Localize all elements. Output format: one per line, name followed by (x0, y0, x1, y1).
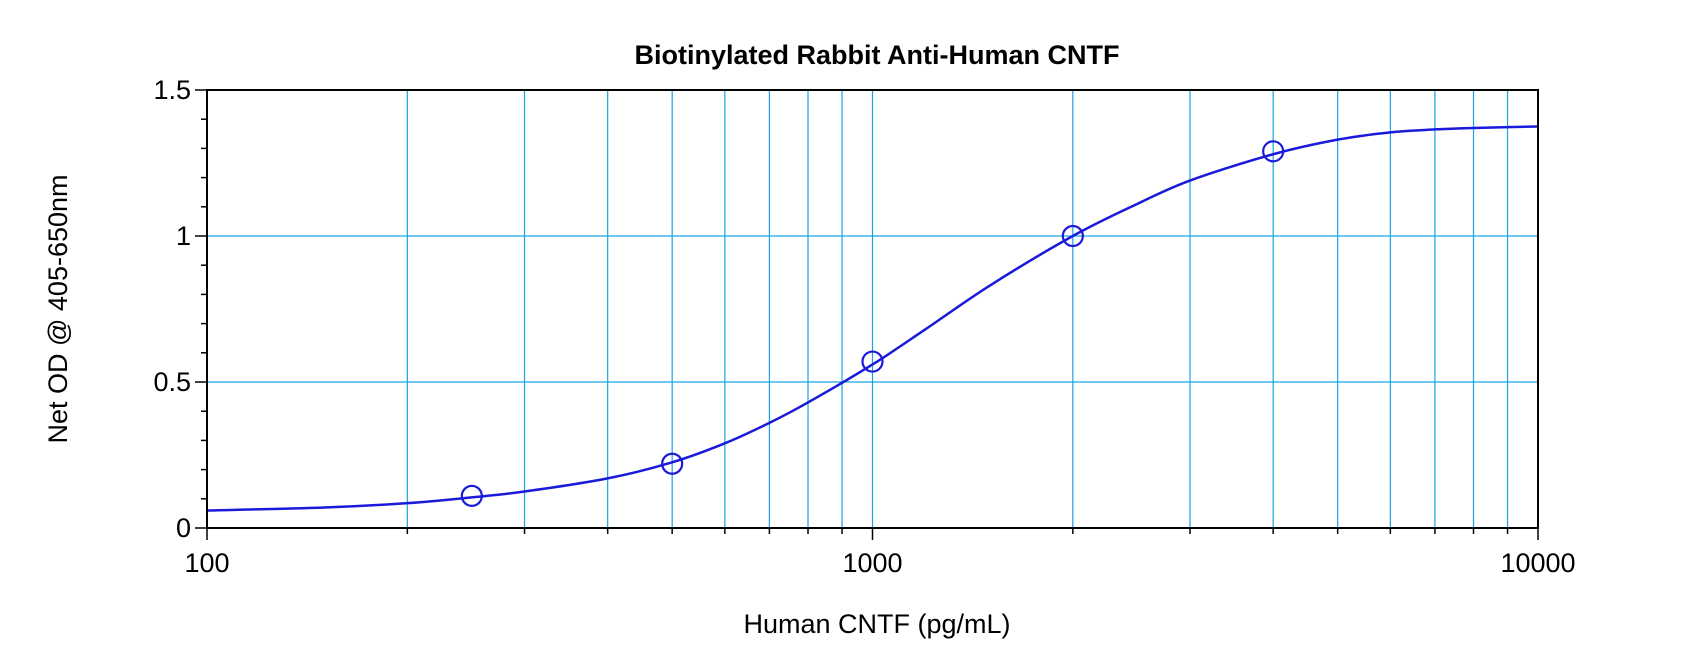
chart-title: Biotinylated Rabbit Anti-Human CNTF (635, 40, 1120, 70)
data-points-layer (460, 140, 1285, 507)
y-tick-label: 0.5 (153, 367, 191, 397)
data-point (1061, 224, 1084, 248)
x-axis-ticks: 100 1000 10000 (184, 528, 1576, 578)
y-tick-label: 1.5 (153, 75, 191, 105)
fit-curve-line (206, 125, 1539, 512)
y-tick-label: 1 (176, 221, 191, 251)
fit-curve-layer (206, 125, 1539, 512)
y-axis-label: Net OD @ 405-650nm (43, 174, 73, 443)
data-point (661, 452, 684, 475)
x-tick-label: 10000 (1500, 548, 1575, 578)
x-tick-label: 100 (184, 548, 229, 578)
grid (207, 90, 1538, 528)
x-tick-label: 1000 (842, 548, 902, 578)
y-axis-ticks: 0 0.5 1 1.5 (153, 75, 207, 543)
data-point (1262, 140, 1285, 163)
data-point (460, 484, 483, 507)
y-tick-label: 0 (176, 513, 191, 543)
x-axis-label: Human CNTF (pg/mL) (743, 609, 1010, 639)
data-point (861, 350, 884, 373)
